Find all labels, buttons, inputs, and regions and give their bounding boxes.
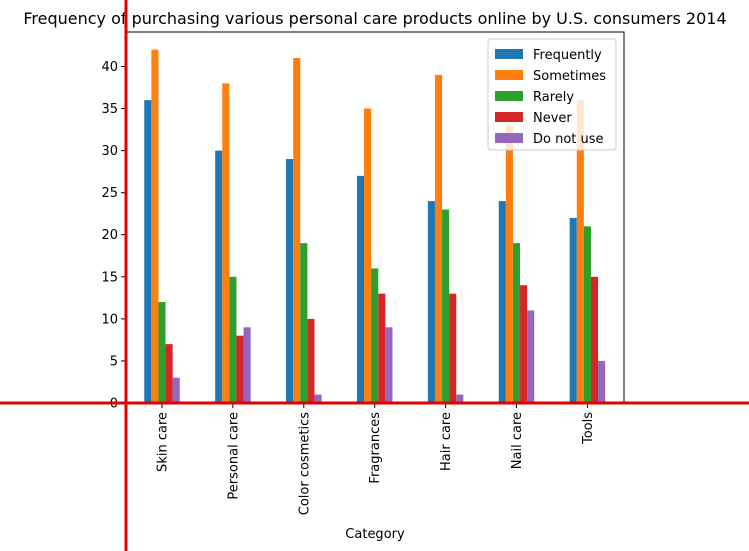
bar-sometimes-tools: [576, 100, 584, 404]
bar-never-personal-care: [236, 335, 244, 403]
x-tick-label: Fragrances: [368, 412, 383, 484]
legend-swatch: [495, 70, 523, 80]
bar-never-nail-care: [520, 285, 528, 403]
y-tick-label: 35: [101, 102, 118, 117]
bar-rarely-color-cosmetics: [300, 243, 308, 403]
y-tick-label: 25: [101, 186, 118, 201]
bar-rarely-skin-care: [158, 302, 166, 403]
bar-sometimes-personal-care: [222, 83, 230, 404]
x-tick-label: Skin care: [156, 412, 171, 472]
bar-do-not-use-tools: [598, 360, 606, 403]
y-tick-label: 40: [101, 60, 118, 75]
y-tick-label: 15: [101, 270, 118, 285]
legend-label: Never: [533, 111, 572, 126]
bar-do-not-use-personal-care: [243, 327, 251, 403]
bar-never-skin-care: [165, 344, 173, 403]
bar-frequently-fragrances: [356, 175, 365, 403]
legend-label: Do not use: [533, 132, 604, 147]
x-tick-label: Tools: [581, 412, 596, 445]
bar-do-not-use-color-cosmetics: [314, 394, 322, 403]
bars-group: [144, 49, 606, 404]
x-axis-label: Category: [345, 527, 405, 542]
bar-rarely-hair-care: [442, 209, 450, 403]
legend-label: Sometimes: [533, 69, 606, 84]
bar-frequently-color-cosmetics: [286, 159, 294, 403]
legend-label: Frequently: [533, 48, 602, 63]
bar-frequently-personal-care: [215, 150, 223, 403]
bar-never-color-cosmetics: [307, 318, 315, 403]
y-axis: 0510152025303540: [101, 60, 126, 412]
bar-frequently-tools: [569, 217, 577, 403]
x-tick-label: Personal care: [226, 412, 241, 500]
x-axis: Skin care Personal care Color cosmetics Fra…: [156, 403, 596, 515]
bar-never-fragrances: [378, 293, 386, 403]
bar-frequently-skin-care: [144, 100, 152, 404]
bar-frequently-hair-care: [427, 201, 435, 403]
chart-title: Frequency of purchasing various personal…: [23, 9, 726, 28]
legend-box: [487, 38, 617, 151]
bar-do-not-use-skin-care: [172, 377, 180, 403]
legend-swatch: [495, 112, 523, 122]
legend-label: Rarely: [533, 90, 574, 105]
legend-swatch: [495, 133, 523, 143]
bar-rarely-tools: [583, 226, 591, 403]
bar-sometimes-nail-care: [505, 125, 513, 403]
bar-rarely-fragrances: [371, 268, 379, 403]
y-tick-label: 5: [110, 354, 118, 369]
bar-never-tools: [590, 276, 599, 403]
bar-sometimes-color-cosmetics: [293, 58, 301, 403]
bar-frequently-nail-care: [498, 201, 506, 403]
legend-swatch: [495, 49, 523, 59]
bar-rarely-nail-care: [512, 243, 521, 403]
bar-sometimes-skin-care: [151, 49, 159, 404]
bar-do-not-use-hair-care: [456, 394, 464, 403]
y-tick-label: 10: [101, 312, 118, 327]
bar-do-not-use-nail-care: [527, 310, 535, 403]
bar-do-not-use-fragrances: [385, 327, 393, 403]
y-tick-label: 20: [101, 228, 118, 243]
bar-sometimes-fragrances: [364, 108, 372, 404]
x-tick-label: Color cosmetics: [297, 412, 312, 515]
bar-never-hair-care: [449, 293, 457, 403]
legend-swatch: [495, 91, 523, 101]
bar-rarely-personal-care: [229, 276, 237, 403]
x-tick-label: Nail care: [510, 412, 525, 469]
bar-sometimes-hair-care: [434, 74, 443, 404]
x-tick-label: Hair care: [439, 412, 454, 471]
y-tick-label: 30: [101, 144, 118, 159]
legend[interactable]: Frequently Sometimes Rarely Never Do not use: [487, 38, 617, 151]
